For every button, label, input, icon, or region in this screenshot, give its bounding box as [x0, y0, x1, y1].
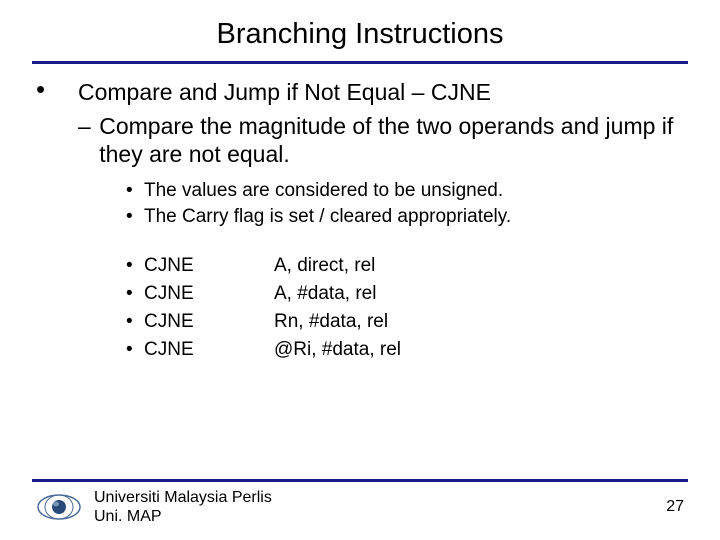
bullet-dot: •: [36, 78, 78, 106]
operands: Rn, #data, rel: [274, 308, 388, 336]
footer-line1: Universiti Malaysia Perlis: [94, 488, 666, 507]
operands: @Ri, #data, rel: [274, 336, 401, 364]
bullet-dash: –: [78, 112, 99, 168]
footer: Universiti Malaysia Perlis Uni. MAP 27: [0, 479, 720, 526]
mnemonic: CJNE: [144, 252, 274, 280]
bullet-level-1: • Compare and Jump if Not Equal – CJNE: [36, 78, 684, 106]
bullet-small-dot: •: [126, 308, 144, 336]
mnemonic: CJNE: [144, 280, 274, 308]
note-item: • The values are considered to be unsign…: [126, 178, 684, 204]
footer-row: Universiti Malaysia Perlis Uni. MAP 27: [0, 488, 720, 526]
syntax-row: • CJNE Rn, #data, rel: [126, 308, 684, 336]
footer-line2: Uni. MAP: [94, 507, 666, 526]
mnemonic: CJNE: [144, 336, 274, 364]
syntax-group: • CJNE A, direct, rel • CJNE A, #data, r…: [126, 252, 684, 364]
notes-group: • The values are considered to be unsign…: [126, 178, 684, 230]
mnemonic: CJNE: [144, 308, 274, 336]
footer-rule: [32, 479, 688, 482]
level2-text: Compare the magnitude of the two operand…: [99, 112, 684, 168]
bullet-small-dot: •: [126, 204, 144, 230]
syntax-row: • CJNE A, #data, rel: [126, 280, 684, 308]
operands: A, #data, rel: [274, 280, 376, 308]
note-text: The Carry flag is set / cleared appropri…: [144, 204, 511, 230]
note-item: • The Carry flag is set / cleared approp…: [126, 204, 684, 230]
logo-icon: [36, 493, 82, 521]
level1-text: Compare and Jump if Not Equal – CJNE: [78, 78, 491, 106]
operands: A, direct, rel: [274, 252, 375, 280]
bullet-small-dot: •: [126, 178, 144, 204]
page-number: 27: [666, 498, 684, 516]
bullet-level-2: – Compare the magnitude of the two opera…: [78, 112, 684, 168]
footer-text: Universiti Malaysia Perlis Uni. MAP: [94, 488, 666, 526]
syntax-row: • CJNE @Ri, #data, rel: [126, 336, 684, 364]
content-area: • Compare and Jump if Not Equal – CJNE –…: [0, 64, 720, 364]
slide-title: Branching Instructions: [0, 0, 720, 61]
note-text: The values are considered to be unsigned…: [144, 178, 503, 204]
syntax-row: • CJNE A, direct, rel: [126, 252, 684, 280]
bullet-small-dot: •: [126, 280, 144, 308]
bullet-small-dot: •: [126, 252, 144, 280]
bullet-small-dot: •: [126, 336, 144, 364]
